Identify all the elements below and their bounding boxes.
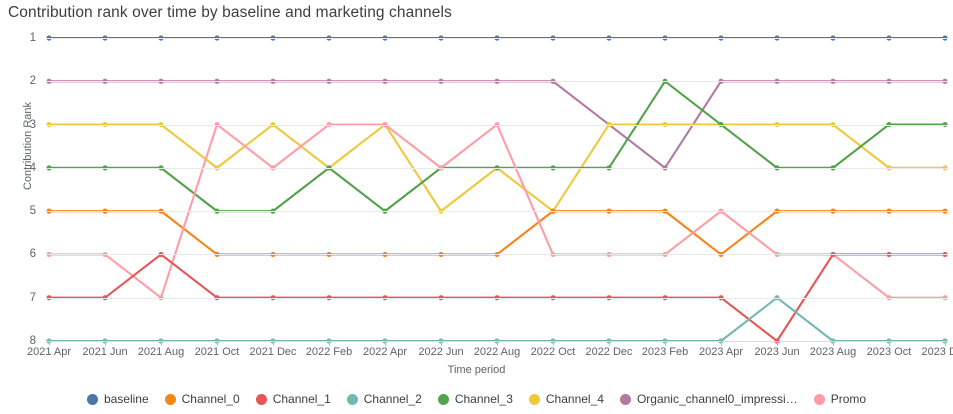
x-axis-tick [945,341,946,346]
x-axis-tick [609,341,610,346]
x-axis-tick-label: 2021 Dec [249,346,297,358]
y-axis-tick-labels: 1 2 3 4 5 6 7 8 [0,32,40,347]
gridline [46,254,948,256]
x-axis-tick [889,341,890,346]
series-line [47,296,947,343]
gridline [46,297,948,299]
x-axis-tick-label: 2022 Aug [473,346,521,358]
y-axis-tick-label: 1 [29,32,36,44]
series-line [47,210,947,256]
y-axis-tick-label: 8 [29,335,36,347]
x-axis-tick-label: 2023 Aug [809,346,857,358]
series-line [47,80,947,213]
x-axis-tick [665,341,666,346]
legend-label: baseline [103,392,149,406]
legend-label: Channel_1 [272,392,331,406]
x-axis-tick-label: 2023 Jun [754,346,800,358]
y-axis-tick-label: 5 [29,205,36,218]
gridline [46,167,948,169]
x-axis-tick [721,341,722,346]
legend-item[interactable]: Organic_channel0_impressi… [619,392,798,406]
series-channel-2 [46,295,948,344]
legend-swatch-icon [528,393,540,405]
legend-item[interactable]: Channel_1 [255,392,331,406]
legend-swatch-icon [619,393,631,405]
gridline [46,211,948,213]
x-axis-tick [273,341,274,346]
gridline [46,124,948,126]
legend-item[interactable]: Channel_2 [346,392,422,406]
legend-swatch-icon [813,393,825,405]
x-axis-tick [497,341,498,346]
legend-label: Organic_channel0_impressi… [636,392,798,406]
series-container [46,35,948,344]
legend-swatch-icon [86,393,98,405]
series-channel-3 [46,78,948,214]
x-axis-tick-label: 2023 Dec [921,346,953,358]
x-axis-tick-label: 2023 Feb [641,346,689,358]
page-title: Contribution rank over time by baseline … [8,4,452,21]
x-axis-tick [777,341,778,346]
y-axis-tick-label: 4 [29,161,36,174]
x-axis-tick-label: 2022 Oct [530,346,576,358]
x-axis-tick-label: 2023 Oct [866,346,912,358]
gridline [46,38,948,39]
legend-swatch-icon [437,393,449,405]
x-axis-tick [217,341,218,346]
legend-label: Promo [830,392,867,406]
x-axis-tick-label: 2021 Apr [26,346,72,358]
chart-legend: baseline Channel_0 Channel_1 Channel_2 Chann… [0,392,953,406]
x-axis-tick-label: 2021 Aug [137,346,185,358]
x-axis-tick [441,341,442,346]
legend-label: Channel_3 [454,392,513,406]
legend-swatch-icon [164,393,176,405]
x-axis-tick [161,341,162,346]
y-axis-title: Contribution Rank [22,101,34,191]
gridline [46,81,948,83]
legend-swatch-icon [255,393,267,405]
legend-item[interactable]: baseline [86,392,149,406]
y-axis-tick-label: 6 [29,248,36,261]
legend-item[interactable]: Channel_3 [437,392,513,406]
x-axis-tick [553,341,554,346]
y-axis-tick-label: 7 [29,291,36,304]
x-axis-tick [329,341,330,346]
legend-label: Channel_2 [363,392,422,406]
x-axis-tick-label: 2021 Oct [194,346,240,358]
legend-swatch-icon [346,393,358,405]
x-axis-tick-label: 2022 Dec [585,346,633,358]
x-axis-tick-label: 2023 Apr [698,346,744,358]
plot-area [46,35,948,344]
x-axis-tick-label: 2021 Jun [82,346,128,358]
x-axis-title: Time period [447,364,506,376]
x-axis-tick-label: 2022 Jun [418,346,464,358]
legend-label: Channel_0 [181,392,240,406]
y-axis-tick-label: 3 [29,118,36,131]
x-axis-tick [385,341,386,346]
x-axis-tick [49,341,50,346]
legend-item[interactable]: Channel_4 [528,392,604,406]
y-axis-tick-label: 2 [29,75,36,88]
x-axis-tick-label: 2022 Apr [362,346,408,358]
x-axis-tick [105,341,106,346]
x-axis-tick [833,341,834,346]
legend-label: Channel_4 [545,392,604,406]
x-axis-tick-label: 2022 Feb [305,346,353,358]
legend-item[interactable]: Channel_0 [164,392,240,406]
legend-item[interactable]: Promo [813,392,867,406]
